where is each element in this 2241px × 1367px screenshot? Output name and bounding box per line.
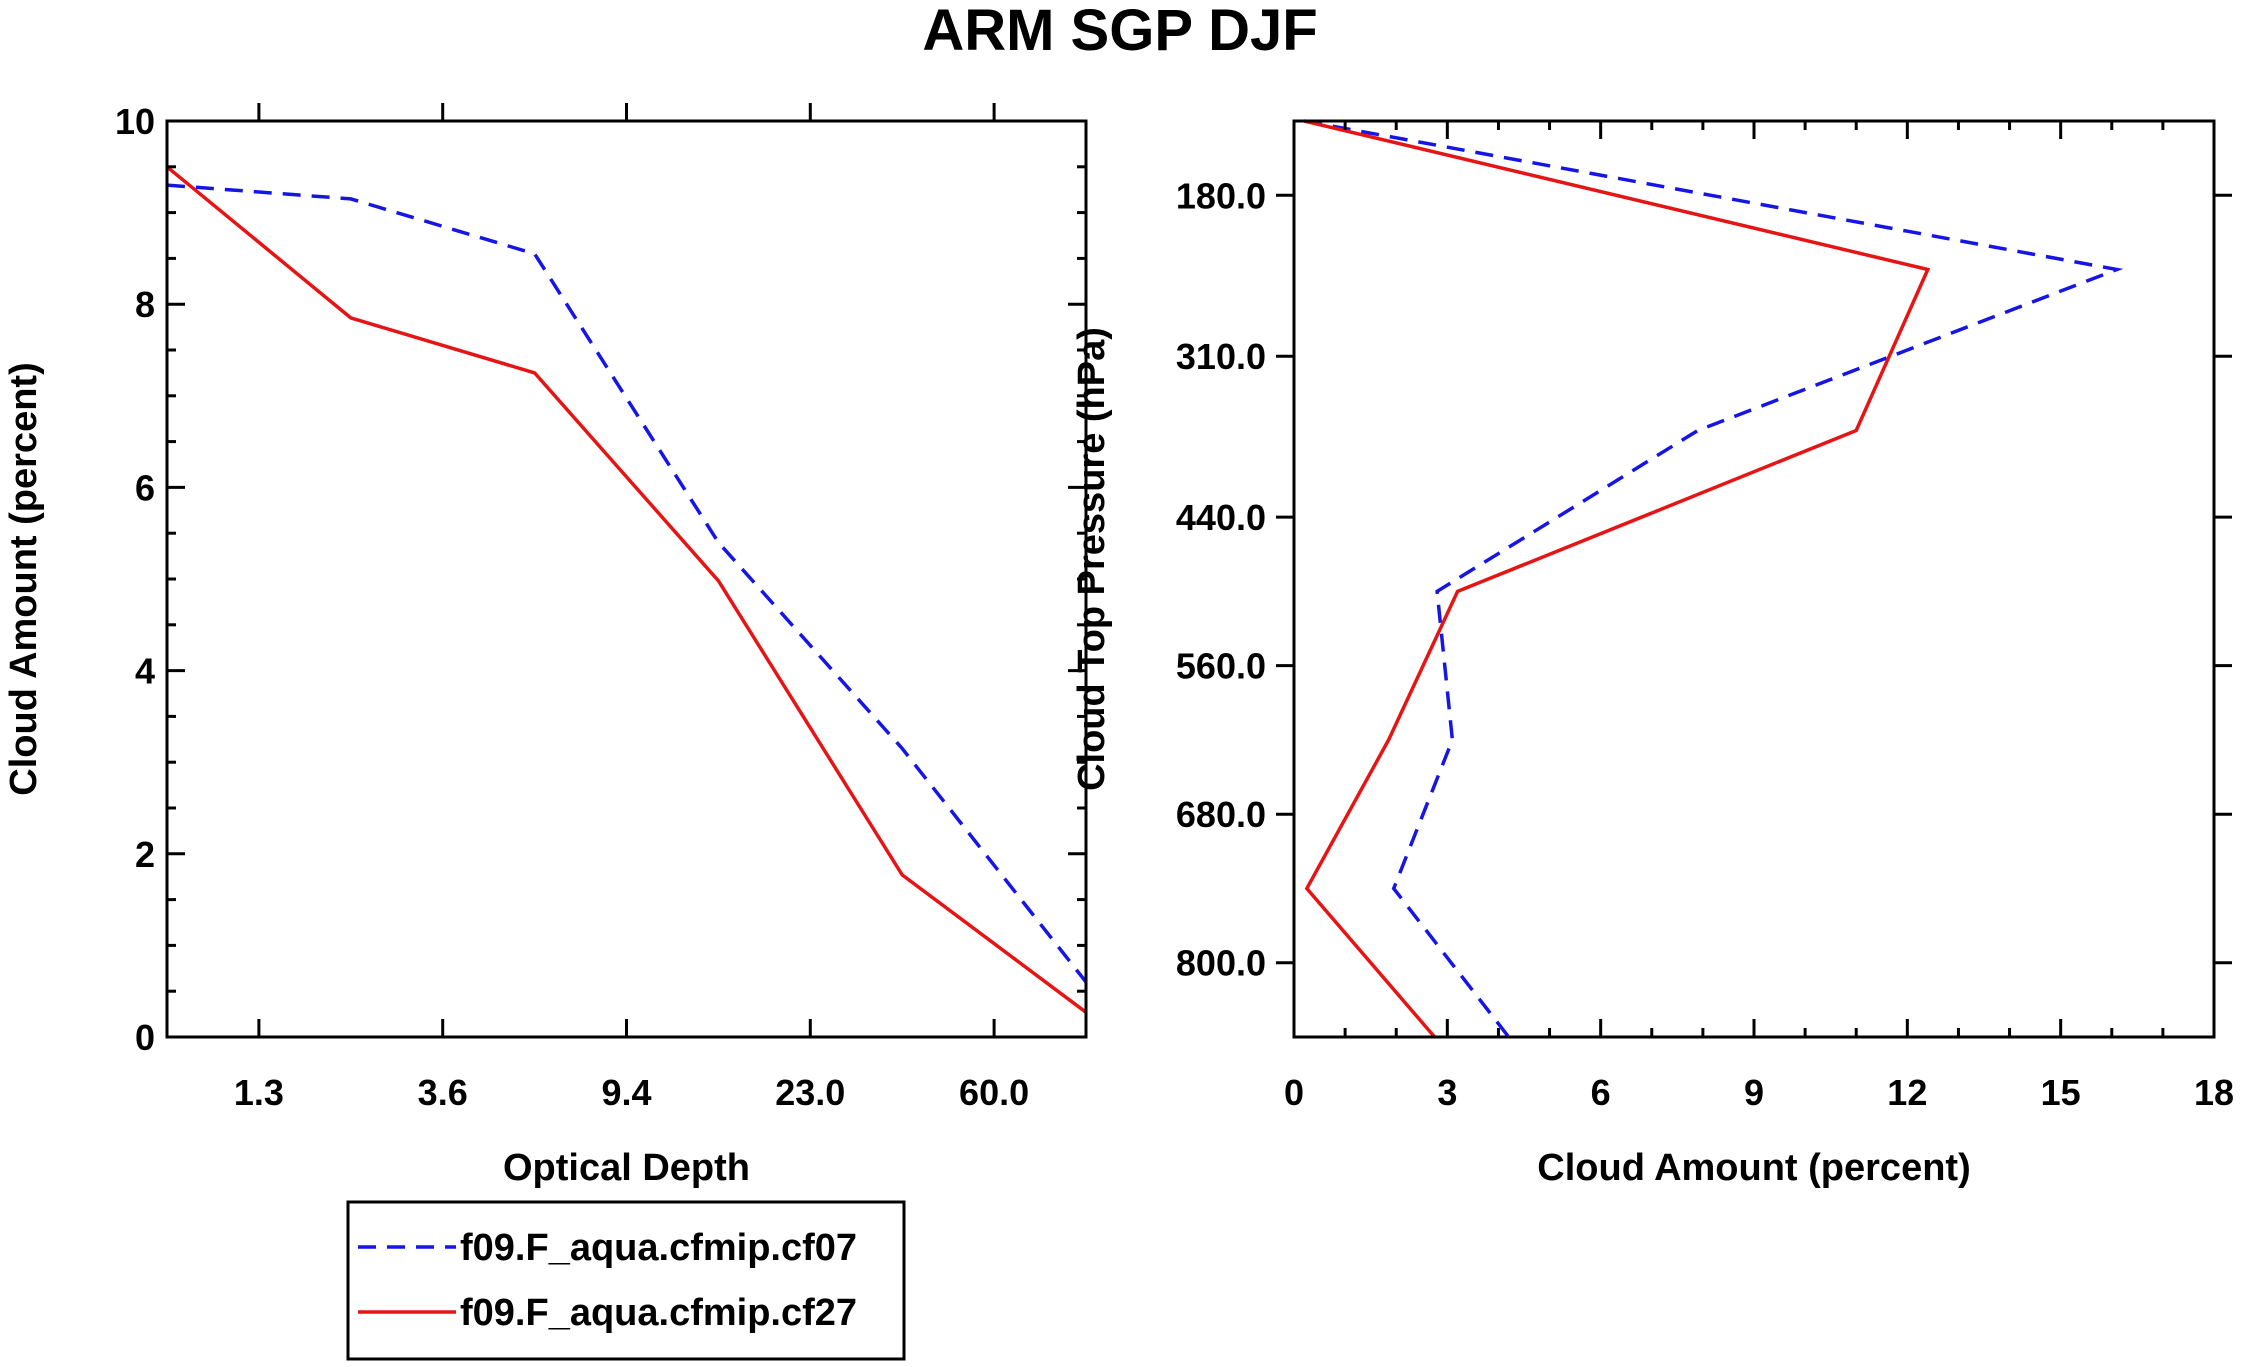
- left-plot-frame: [165, 119, 1088, 1039]
- right-y-tick-label: 180.0: [1176, 175, 1266, 216]
- left-y-tick-label: 2: [135, 834, 155, 875]
- left-x-axis-label: Optical Depth: [503, 1147, 750, 1189]
- figure-title: ARM SGP DJF: [922, 0, 1317, 63]
- left-y-tick-label: 0: [135, 1017, 155, 1058]
- left-y-tick-label: 4: [135, 651, 155, 692]
- right-x-tick-label: 15: [2041, 1072, 2081, 1113]
- right-series-line-cf27: [1303, 119, 1931, 1039]
- left-y-tick-label: 8: [135, 284, 155, 325]
- left-x-tick-label: 60.0: [959, 1072, 1029, 1113]
- left-y-axis-label: Cloud Amount (percent): [3, 362, 45, 795]
- right-y-tick-label: 440.0: [1176, 497, 1266, 538]
- left-x-tick-label: 9.4: [601, 1072, 651, 1113]
- legend-label-cf27: f09.F_aqua.cfmip.cf27: [460, 1292, 857, 1334]
- right-x-tick-label: 3: [1437, 1072, 1457, 1113]
- left-y-tick-label: 10: [115, 101, 155, 142]
- right-x-tick-label: 12: [1887, 1072, 1927, 1113]
- left-x-tick-label: 1.3: [234, 1072, 284, 1113]
- legend-label-cf07: f09.F_aqua.cfmip.cf07: [460, 1227, 857, 1269]
- right-chart-panel: 0 3 6 9 12 15 18 180.0 310.0 440.0 560.0 680.0 800.0…: [1071, 119, 2234, 1189]
- right-y-axis-label: Cloud Top Pressure (hPa): [1071, 327, 1113, 791]
- right-x-tick-label: 18: [2194, 1072, 2234, 1113]
- left-x-tick-label: 23.0: [775, 1072, 845, 1113]
- legend-box: [346, 1200, 906, 1361]
- right-series-line-cf07: [1303, 119, 2124, 1039]
- left-series-line-cf07: [166, 183, 1088, 984]
- right-x-tick-label: 9: [1744, 1072, 1764, 1113]
- right-x-axis-label: Cloud Amount (percent): [1537, 1147, 1970, 1189]
- right-y-tick-label: 800.0: [1176, 943, 1266, 984]
- right-y-tick-label: 560.0: [1176, 646, 1266, 687]
- right-y-tick-label: 310.0: [1176, 336, 1266, 377]
- left-series-line-cf27: [165, 165, 1088, 1014]
- left-x-tick-label: 3.6: [418, 1072, 468, 1113]
- right-x-tick-label: 0: [1284, 1072, 1304, 1113]
- right-x-tick-label: 6: [1591, 1072, 1611, 1113]
- left-chart-panel: 0 2 4 6 8 10 1.3 3.6 9.4 23.0 60.0 Optical Depth Clo…: [3, 101, 1088, 1189]
- legend: f09.F_aqua.cfmip.cf07 f09.F_aqua.cfmip.c…: [346, 1200, 906, 1361]
- left-y-tick-label: 6: [135, 467, 155, 508]
- right-y-tick-label: 680.0: [1176, 794, 1266, 835]
- right-plot-frame: [1292, 119, 2216, 1039]
